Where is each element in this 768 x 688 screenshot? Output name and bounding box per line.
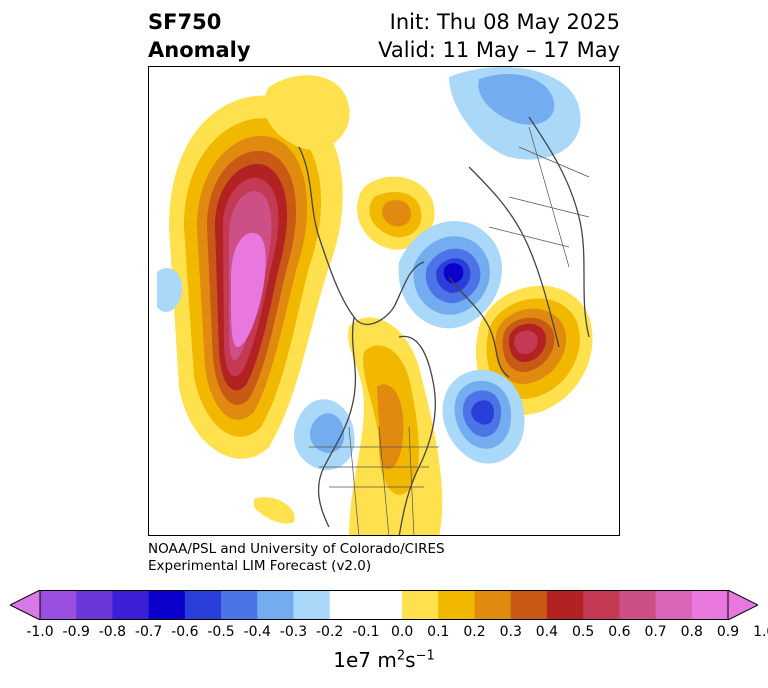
colorbar-tick-label: 0.7 (644, 624, 667, 640)
map-canvas (157, 67, 593, 535)
colorbar (10, 590, 758, 620)
colorbar-tick-label: -0.7 (134, 624, 163, 640)
atlantic-negative-anomaly (442, 369, 525, 464)
init-date: Init: Thu 08 May 2025 (389, 10, 620, 34)
small-positive-patch (254, 497, 295, 524)
units-exp1: 2 (396, 648, 406, 664)
colorbar-segment (438, 590, 476, 620)
colorbar-tick-label: -0.3 (279, 624, 308, 640)
coastlines (298, 116, 590, 535)
colorbar-tick-label: 0.0 (390, 624, 414, 640)
colorbar-segment (148, 590, 186, 620)
na-west-negative-anomaly (294, 399, 355, 471)
colorbar-segment (365, 590, 403, 620)
colorbar-units: 1e7 m2s−1 (0, 648, 768, 672)
credit-line1: NOAA/PSL and University of Colorado/CIRE… (148, 541, 445, 557)
units-mid: s (405, 648, 416, 672)
colorbar-tick-label: -0.6 (171, 624, 199, 640)
colorbar-tick-label: 0.9 (716, 624, 740, 640)
colorbar-tick-label: 0.1 (427, 624, 450, 640)
anomaly-map (148, 66, 620, 536)
colorbar-segment (221, 590, 258, 620)
colorbar-tick-label: 0.5 (572, 624, 595, 640)
colorbar-over-arrow (727, 590, 758, 620)
colorbar-segment (583, 590, 620, 620)
colorbar-segment (112, 590, 150, 620)
colorbar-tick-label: -0.2 (316, 624, 344, 640)
colorbar-tick-label: -0.5 (207, 624, 235, 640)
colorbar-segment (619, 590, 657, 620)
north-america-positive-anomaly (348, 317, 443, 535)
colorbar-segment (691, 590, 729, 620)
colorbar-tick-label: -0.8 (98, 624, 127, 640)
borders (309, 126, 590, 535)
barents-negative-anomaly (398, 220, 502, 329)
colorbar-tick-label: -0.4 (243, 624, 271, 640)
colorbar-segment (76, 590, 113, 620)
colorbar-tick-label: 1.0 (753, 624, 768, 640)
colorbar-segment (546, 590, 584, 620)
colorbar-segment (474, 590, 512, 620)
colorbar-ticks: -1.0 -0.9 -0.8 -0.7 -0.6 -0.5 -0.4 -0.3 -0.2 -0.1… (0, 624, 768, 644)
colorbar-tick-label: 0.2 (463, 624, 486, 640)
colorbar-segment (510, 590, 548, 620)
valid-dates: Valid: 11 May – 17 May (378, 38, 620, 62)
title-field: SF750 (148, 10, 222, 34)
colorbar-border (39, 590, 729, 620)
colorbar-tick-label: -0.1 (352, 624, 380, 640)
colorbar-tick-label: -0.9 (62, 624, 90, 640)
forecast-dates: Init: Thu 08 May 2025 Valid: 11 May – 17… (378, 8, 620, 64)
colorbar-segment (655, 590, 693, 620)
colorbar-under-arrow (10, 590, 41, 620)
credit-line2: Experimental LIM Forecast (v2.0) (148, 558, 372, 574)
alaska-positive-anomaly (263, 75, 435, 250)
colorbar-segment (293, 590, 331, 620)
colorbar-segment (329, 590, 367, 620)
colorbar-tick-label: 0.6 (608, 624, 631, 640)
credit-text: NOAA/PSL and University of Colorado/CIRE… (148, 541, 445, 575)
colorbar-tick-label: -1.0 (26, 624, 54, 640)
colorbar-segment (40, 590, 77, 620)
colorbar-segment (184, 590, 222, 620)
title-anomaly: Anomaly (148, 38, 251, 62)
siberia-negative-anomaly (449, 67, 581, 160)
pacific-positive-anomaly (169, 95, 343, 459)
units-exp2: −1 (415, 648, 435, 664)
colorbar-tick-label: 0.3 (499, 624, 522, 640)
colorbar-segment (402, 590, 439, 620)
chart-title: SF750 Anomaly (148, 8, 251, 64)
units-prefix: 1e7 m (333, 648, 397, 672)
colorbar-tick-label: 0.8 (680, 624, 703, 640)
colorbar-segment (257, 590, 294, 620)
colorbar-tick-label: 0.4 (535, 624, 559, 640)
small-negative-patch (157, 268, 183, 312)
